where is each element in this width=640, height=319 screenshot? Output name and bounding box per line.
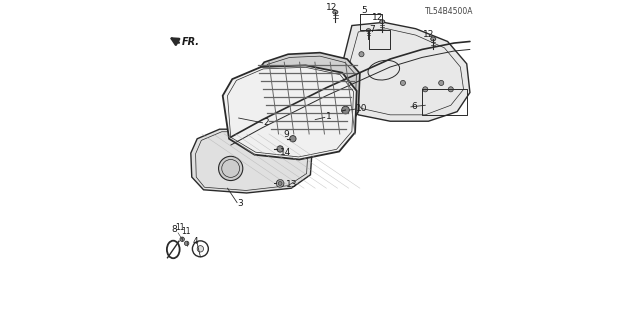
Text: 8: 8 [171,225,177,234]
Text: 4: 4 [193,237,198,246]
Text: 7: 7 [369,25,375,34]
Text: 12: 12 [424,30,435,39]
Circle shape [218,156,243,181]
Circle shape [342,106,349,114]
Text: 13: 13 [286,180,298,189]
Circle shape [290,136,296,142]
Text: 12: 12 [372,13,383,22]
Text: FR.: FR. [182,37,200,47]
Text: 12: 12 [326,3,337,11]
Text: 11: 11 [181,227,191,236]
Polygon shape [223,65,356,160]
Polygon shape [255,53,360,142]
Text: 10: 10 [356,104,367,113]
Text: 9: 9 [283,130,289,139]
Circle shape [278,182,282,185]
Text: 5: 5 [361,6,367,15]
Polygon shape [342,22,470,121]
Circle shape [401,80,406,85]
Text: TL54B4500A: TL54B4500A [424,7,473,16]
Circle shape [438,80,444,85]
Circle shape [276,180,284,187]
Ellipse shape [380,20,385,24]
Circle shape [184,241,189,246]
Circle shape [277,146,284,152]
Circle shape [359,52,364,57]
Circle shape [422,87,428,92]
Polygon shape [191,129,312,193]
Text: 1: 1 [326,112,332,121]
Circle shape [180,237,184,241]
Text: 3: 3 [237,199,243,208]
Circle shape [448,87,453,92]
Circle shape [197,246,204,252]
Ellipse shape [366,29,371,32]
Ellipse shape [308,85,329,109]
Text: 11: 11 [175,223,185,232]
Ellipse shape [431,37,436,41]
Text: 14: 14 [280,148,291,157]
Text: 2: 2 [264,118,269,127]
Ellipse shape [333,10,338,14]
Text: 6: 6 [412,102,418,111]
